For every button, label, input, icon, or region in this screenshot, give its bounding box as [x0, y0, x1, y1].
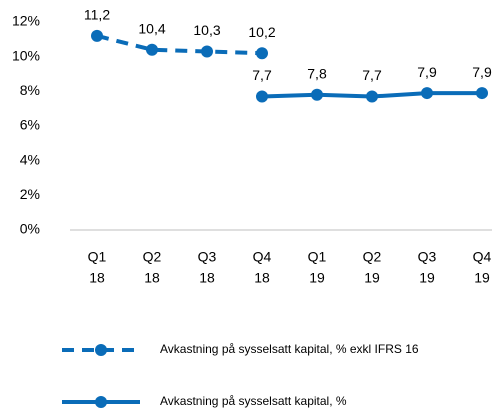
series-line	[96, 33, 263, 56]
point	[256, 90, 268, 103]
data-label: 10,3	[193, 22, 220, 38]
x-tick-label: Q4	[473, 249, 492, 265]
data-label: 7,8	[307, 66, 327, 82]
x-tick-label: 19	[419, 270, 435, 286]
y-tick-label: 4%	[20, 151, 40, 167]
y-tick-label: 0%	[20, 221, 40, 237]
x-tick-label: 18	[199, 270, 215, 286]
point	[476, 87, 488, 100]
point	[311, 88, 323, 101]
data-label: 7,9	[472, 64, 492, 80]
y-tick-label: 12%	[12, 13, 40, 29]
data-label: 7,9	[417, 64, 437, 80]
data-label: 11,2	[84, 7, 110, 23]
x-tick-label: Q2	[363, 249, 382, 265]
data-label: 7,7	[252, 67, 272, 83]
x-tick-label: 18	[144, 270, 160, 286]
legend-label: Avkastning på sysselsatt kapital, %	[160, 394, 347, 408]
data-label: 10,4	[138, 20, 165, 36]
point	[421, 87, 433, 100]
point	[366, 90, 378, 103]
y-tick-label: 2%	[20, 186, 40, 202]
y-tick-label: 8%	[20, 82, 40, 98]
point	[201, 45, 213, 58]
point	[91, 29, 103, 42]
point	[256, 47, 268, 60]
x-tick-label: Q1	[308, 249, 327, 265]
x-tick-label: Q1	[88, 249, 107, 265]
x-tick-label: Q2	[143, 249, 162, 265]
x-tick-label: Q3	[198, 249, 217, 265]
data-label: 7,7	[362, 67, 382, 83]
y-tick-label: 10%	[12, 47, 40, 63]
legend-marker	[95, 344, 107, 356]
data-label: 10,2	[248, 24, 275, 40]
x-tick-label: 19	[364, 270, 380, 286]
x-tick-label: Q3	[418, 249, 437, 265]
x-tick-label: 18	[89, 270, 105, 286]
legend-label: Avkastning på sysselsatt kapital, % exkl…	[160, 342, 419, 356]
x-tick-label: 19	[474, 270, 490, 286]
x-tick-label: Q4	[253, 249, 272, 265]
y-tick-label: 6%	[20, 117, 40, 133]
x-tick-label: 18	[254, 270, 270, 286]
legend-marker	[95, 396, 107, 408]
x-tick-label: 19	[309, 270, 325, 286]
point	[146, 43, 158, 56]
